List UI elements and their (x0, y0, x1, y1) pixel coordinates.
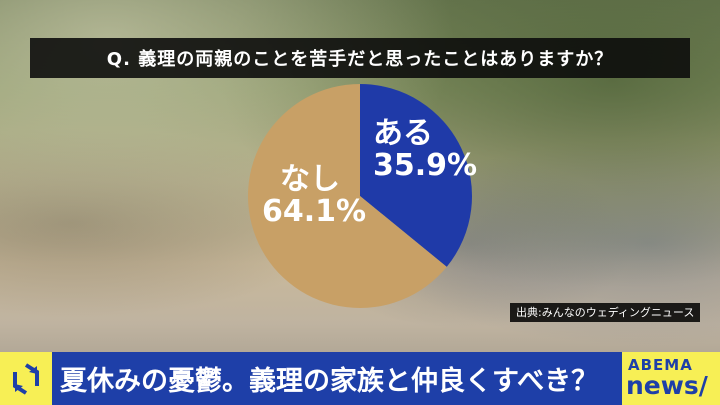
question-banner: Q. 義理の両親のことを苦手だと思ったことはありますか？ (30, 38, 690, 78)
pie-slice-1 (248, 84, 447, 308)
slice-name: ある (373, 116, 433, 151)
slice-name: なし (280, 162, 340, 197)
source-caption: 出典:みんなのウェディングニュース (510, 303, 701, 322)
slice-label-nashi: なし 64.1% (262, 164, 366, 227)
refresh-icon (0, 352, 52, 405)
slice-value: 35.9% (373, 147, 478, 183)
logo-line1: ABEMA (628, 356, 693, 374)
slice-value: 64.1% (262, 193, 367, 229)
abema-news-logo: ABEMA news/ (622, 352, 720, 405)
slice-label-aru: ある 35.9% (373, 118, 477, 181)
pie-slice-0 (360, 84, 472, 267)
logo-line2: news/ (626, 371, 708, 400)
headline-bar: 夏休みの憂鬱。義理の家族と仲良くすべき？ ABEMA news/ (0, 352, 720, 405)
headline-text: 夏休みの憂鬱。義理の家族と仲良くすべき？ (52, 352, 622, 405)
